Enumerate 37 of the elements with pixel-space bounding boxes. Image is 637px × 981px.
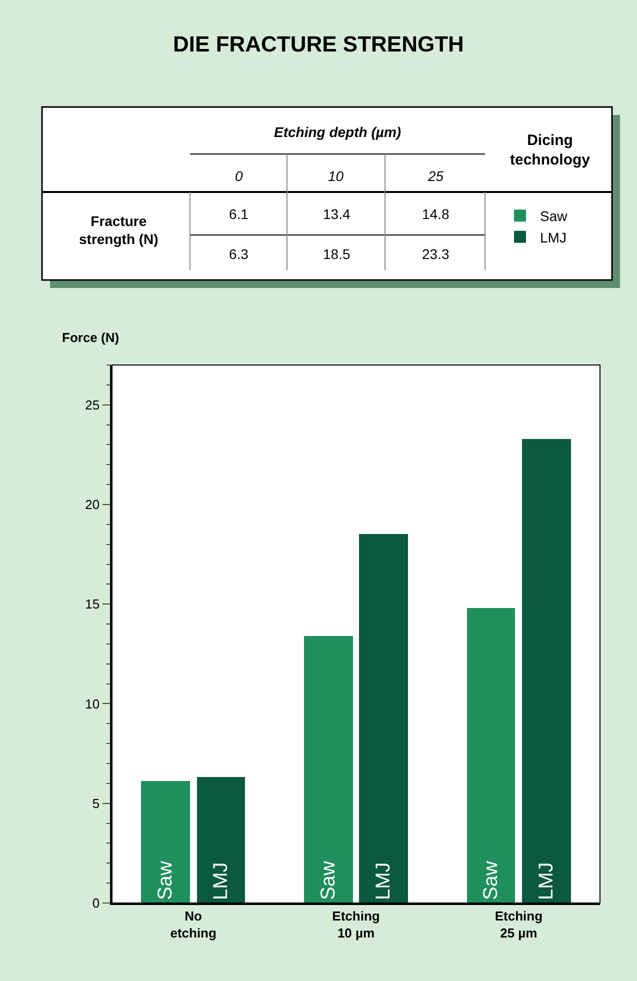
y-axis-title: Force (N) <box>62 330 120 345</box>
x-tick-label: No etching <box>170 908 216 940</box>
bar <box>467 608 515 903</box>
bar <box>359 534 408 903</box>
text: Saw <box>154 861 176 900</box>
text: 23.3 <box>422 246 450 262</box>
x-tick-label: Etching 25 µm <box>494 908 543 940</box>
text: LMJ <box>536 862 558 900</box>
y-tick-label: 0 <box>92 896 100 911</box>
y-tick-label: 15 <box>85 596 100 612</box>
text: 25 <box>427 168 444 184</box>
text: 6.1 <box>229 206 249 222</box>
legend-label: LMJ <box>540 229 566 246</box>
y-tick-label: 25 <box>85 397 100 412</box>
text: 10 <box>328 168 344 184</box>
text: 0 <box>235 168 243 184</box>
legend-label: Saw <box>540 208 568 224</box>
text: 13.4 <box>323 206 350 222</box>
text: Etching depth (µm) <box>274 124 402 140</box>
bar <box>304 636 353 903</box>
text: DIE FRACTURE STRENGTH <box>173 32 464 57</box>
text: 18.5 <box>323 246 350 262</box>
text: LMJ <box>372 862 394 900</box>
y-tick-label: 20 <box>85 497 100 512</box>
y-tick-label: 5 <box>92 796 100 811</box>
x-tick-label: Etching 10 µm <box>332 908 380 940</box>
text: Fracture strength (N) <box>79 213 158 248</box>
bar <box>141 781 190 903</box>
text: Saw <box>318 861 340 900</box>
text: 6.3 <box>229 246 249 262</box>
text: Saw <box>480 861 502 900</box>
text: LMJ <box>210 862 232 900</box>
y-tick-label: 10 <box>85 696 100 712</box>
bar <box>522 439 571 903</box>
text: 14.8 <box>422 206 450 222</box>
text: Dicing technology <box>510 132 591 168</box>
bar <box>197 777 245 903</box>
